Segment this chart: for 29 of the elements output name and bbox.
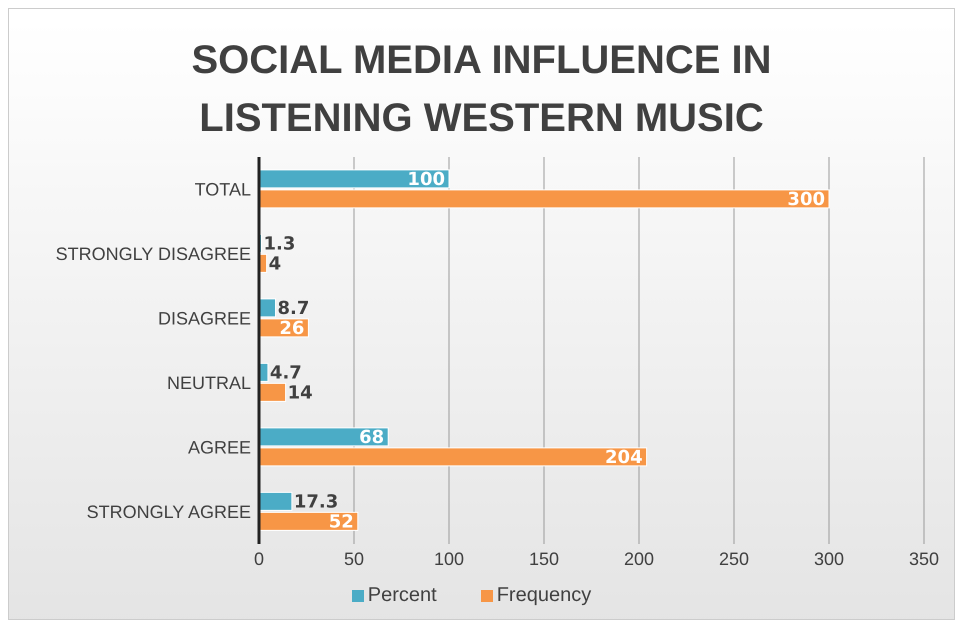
x-tick-label: 300 [814, 548, 844, 569]
x-tick-label: 350 [908, 548, 940, 569]
data-label: 1.3 [263, 234, 296, 255]
y-tick-label: NEUTRAL [166, 373, 251, 394]
y-tick-label: DISAGREE [158, 308, 251, 329]
x-tick-label: 200 [624, 548, 654, 569]
data-label: 100 [407, 169, 445, 190]
x-tick-label: 50 [344, 548, 364, 569]
data-label: 52 [328, 512, 354, 533]
data-label: 4 [268, 254, 282, 275]
data-label: 68 [359, 427, 384, 448]
data-label: 14 [288, 382, 313, 404]
y-tick-label: AGREE [188, 438, 251, 458]
x-tick-label: 250 [718, 548, 750, 569]
x-tick-label: 0 [254, 548, 264, 569]
data-label: 4.7 [270, 362, 302, 384]
data-label: 26 [279, 318, 304, 340]
text: Frequency [496, 584, 592, 607]
data-label: 8.7 [278, 298, 310, 320]
x-tick-label: 150 [528, 548, 560, 569]
legend-label: Percent [368, 584, 437, 607]
data-label: 17.3 [294, 492, 338, 513]
y-tick-label: STRONGLY AGREE [86, 502, 251, 522]
x-tick-label: 100 [434, 548, 464, 569]
data-label: 204 [605, 447, 643, 468]
y-tick-label: STRONGLY DISAGREE [56, 244, 251, 264]
chart-title: SOCIAL MEDIA INFLUENCE IN LISTENING WESTERN MUSIC [190, 37, 773, 142]
y-tick-label: TOTAL [194, 180, 251, 200]
data-label: 300 [787, 189, 825, 210]
